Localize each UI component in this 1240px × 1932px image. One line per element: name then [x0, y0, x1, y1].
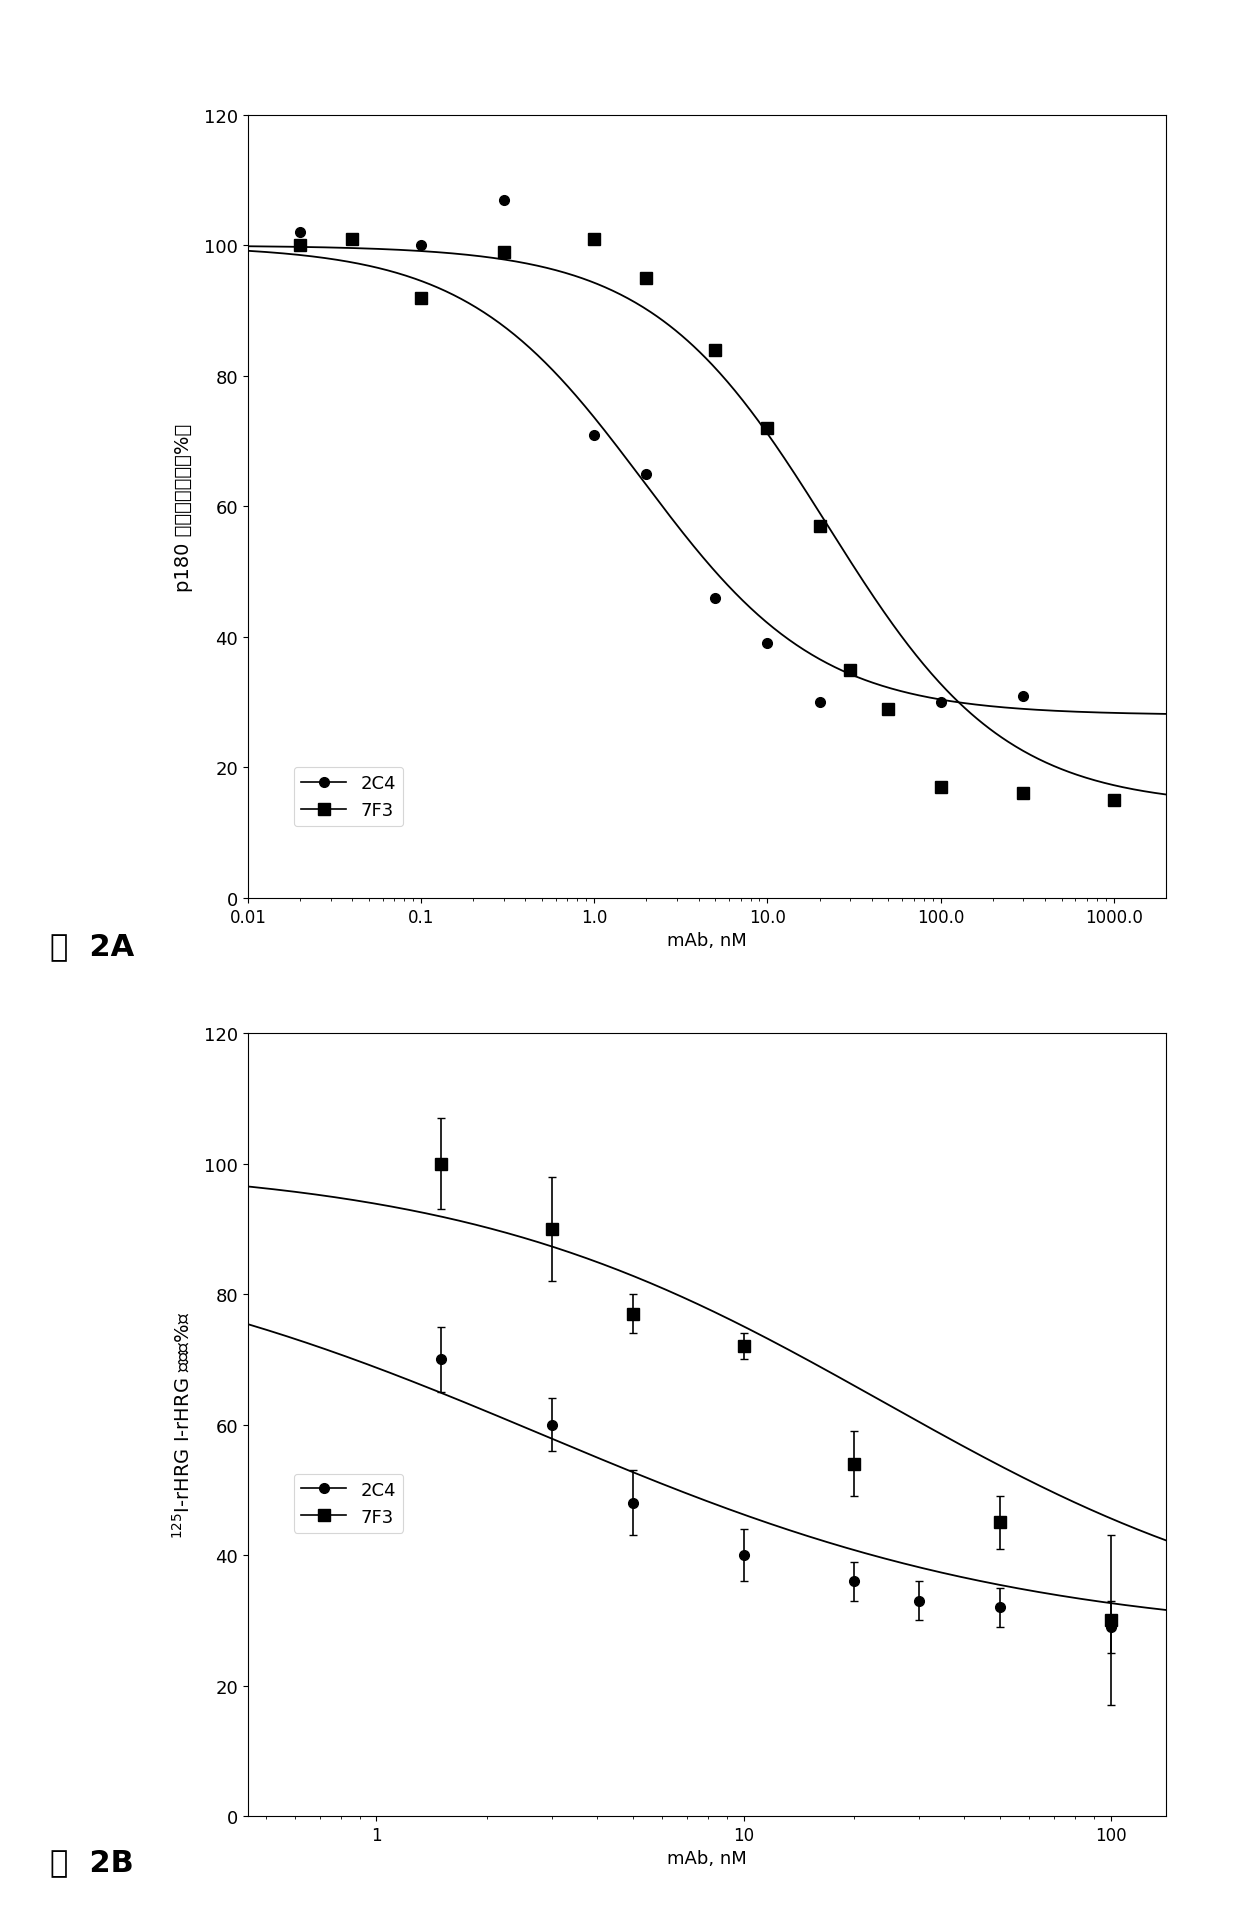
- Y-axis label: $^{125}$I-rHRG I-rHRG 结合（%）: $^{125}$I-rHRG I-rHRG 结合（%）: [171, 1312, 193, 1538]
- X-axis label: mAb, nM: mAb, nM: [667, 1849, 746, 1868]
- Legend: 2C4, 7F3: 2C4, 7F3: [294, 767, 403, 827]
- Legend: 2C4, 7F3: 2C4, 7F3: [294, 1474, 403, 1534]
- Y-axis label: p180 酰氨酸磷酸化（%）: p180 酰氨酸磷酸化（%）: [174, 423, 193, 591]
- Text: 图  2B: 图 2B: [50, 1847, 134, 1876]
- X-axis label: mAb, nM: mAb, nM: [667, 931, 746, 951]
- Text: 图  2A: 图 2A: [50, 931, 134, 960]
